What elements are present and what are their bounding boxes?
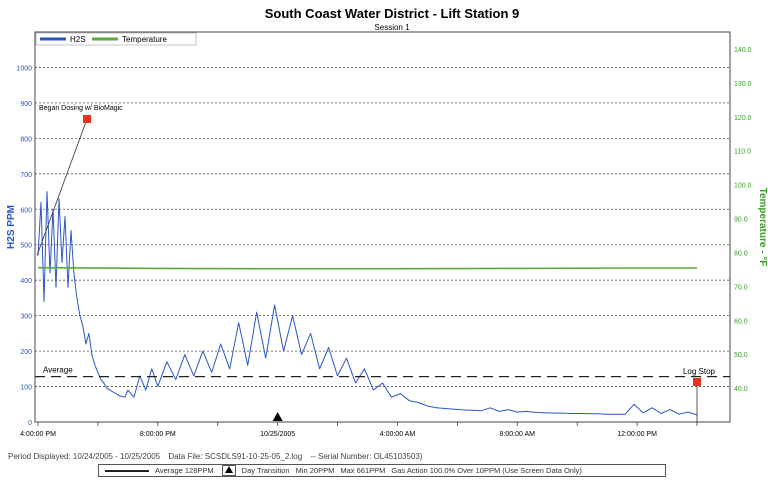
footer-serial: -- Serial Number: OL45103503) xyxy=(310,452,423,461)
footer-max: Max 661PPM xyxy=(340,466,386,475)
x-tick-label: 12:00:00 PM xyxy=(617,431,657,438)
triangle-icon xyxy=(224,466,233,473)
y2-tick-label: 130.0 xyxy=(734,81,752,88)
y2-tick-label: 100.0 xyxy=(734,183,752,190)
series-h2s-line xyxy=(37,191,698,416)
x-axis-ticks: 4:00:00 PM 8:00:00 PM 10/25/2005 4:00:00 AM… xyxy=(20,422,698,438)
y-tick-label: 900 xyxy=(20,101,32,108)
logstop-annotation-label: Log Stop xyxy=(683,367,716,376)
y-tick-label: 1000 xyxy=(16,65,32,72)
annotations: Average Began Dosing w/ BioMagic Log Stop xyxy=(35,105,730,422)
average-label: Average xyxy=(43,366,73,375)
y2-tick-label: 110.0 xyxy=(734,149,751,156)
legend: H2S Temperature xyxy=(35,32,197,46)
y2-tick-label: 80.0 xyxy=(734,250,748,257)
y2-tick-label: 120.0 xyxy=(734,115,752,122)
footer-info: Period Displayed: 10/24/2005 - 10/25/200… xyxy=(8,452,429,461)
day-transition-icon-box xyxy=(221,465,236,476)
y2-tick-label: 50.0 xyxy=(734,352,748,359)
average-line-icon xyxy=(105,469,149,472)
x-tick-label: 4:00:00 AM xyxy=(380,431,416,438)
series-temperature-line xyxy=(37,266,697,270)
legend-label-h2s: H2S xyxy=(70,35,86,44)
y2-tick-label: 70.0 xyxy=(734,284,748,291)
y-tick-label: 800 xyxy=(20,136,32,143)
y-tick-label: 400 xyxy=(20,278,32,285)
day-transition-marker xyxy=(272,412,283,421)
y2-tick-label: 140.0 xyxy=(734,47,752,54)
chart-title: South Coast Water District - Lift Statio… xyxy=(265,6,519,21)
dosing-leader-line xyxy=(36,118,88,256)
y-tick-label: 500 xyxy=(20,243,32,250)
footer-data-file: Data File: SCSDLS91-10-25-05_2.log xyxy=(168,452,303,461)
y-tick-label: 100 xyxy=(20,385,32,392)
chart-subtitle: Session 1 xyxy=(374,23,410,32)
x-tick-label: 8:00:00 AM xyxy=(500,431,536,438)
footer-gas-action: Gas Action 100.0% Over 10PPM (Use Screen… xyxy=(391,466,582,475)
y-tick-label: 300 xyxy=(20,314,32,321)
footer-average: Average 128PPM xyxy=(155,466,214,475)
legend-label-temperature: Temperature xyxy=(122,35,167,44)
y2-tick-label: 60.0 xyxy=(734,318,748,325)
dosing-annotation-label: Began Dosing w/ BioMagic xyxy=(39,105,123,112)
y-tick-label: 200 xyxy=(20,349,32,356)
series-group xyxy=(37,191,698,416)
x-tick-label: 4:00:00 PM xyxy=(20,431,56,438)
x-tick-label: 10/25/2005 xyxy=(260,431,295,438)
logstop-marker xyxy=(693,378,701,386)
plot-frame xyxy=(34,31,731,423)
y-tick-label: 0 xyxy=(28,420,32,427)
dosing-marker xyxy=(83,115,91,123)
footer-period: Period Displayed: 10/24/2005 - 10/25/200… xyxy=(8,452,161,461)
y-tick-label: 700 xyxy=(20,172,32,179)
x-tick-label: 8:00:00 PM xyxy=(140,431,176,438)
y-tick-label: 600 xyxy=(20,207,32,214)
y-axis-label: H2S PPM xyxy=(6,205,17,249)
y2-axis-label: Temperature - °F xyxy=(757,188,768,267)
y2-tick-label: 40.0 xyxy=(734,386,748,393)
grid-lines xyxy=(35,67,730,387)
footer-min: Min 20PPM xyxy=(295,466,335,475)
y2-tick-label: 90.0 xyxy=(734,217,748,224)
right-axis-ticks: 40.0 50.0 60.0 70.0 80.0 90.0 100.0 110.0 120.0 1… xyxy=(734,47,752,393)
footer-legend: Average 128PPM Day Transition Min 20PPM … xyxy=(98,464,666,477)
footer-day-transition: Day Transition xyxy=(241,466,290,475)
left-axis-ticks: 0 100 200 300 400 500 600 700 800 900 1000 xyxy=(16,65,32,427)
